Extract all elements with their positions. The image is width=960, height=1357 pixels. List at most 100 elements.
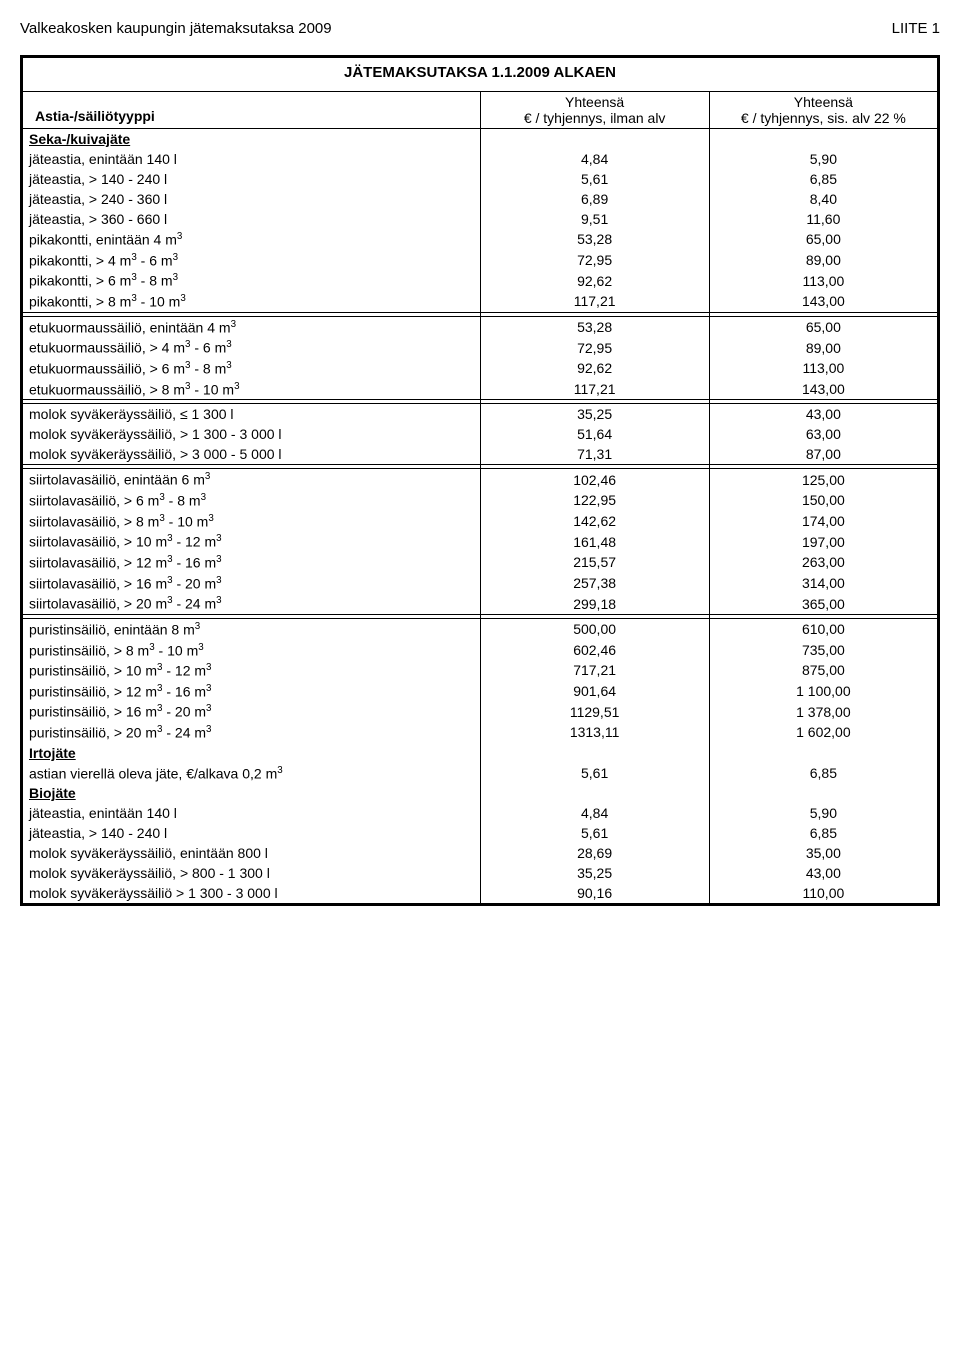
table-row: jäteastia, > 360 - 660 l9,5111,60 [22,209,939,229]
row-label: siirtolavasäiliö, > 8 m3 - 10 m3 [22,511,481,532]
fee-table: JÄTEMAKSUTAKSA 1.1.2009 ALKAEN Astia-/sä… [20,55,940,906]
table-row: molok syväkeräyssäiliö, > 800 - 1 300 l3… [22,863,939,883]
row-value-ex-vat: 4,84 [480,149,709,169]
row-value-ex-vat: 117,21 [480,291,709,312]
row-label: pikakontti, > 6 m3 - 8 m3 [22,270,481,291]
row-label: pikakontti, > 8 m3 - 10 m3 [22,291,481,312]
row-value-ex-vat: 142,62 [480,511,709,532]
row-label: siirtolavasäiliö, > 20 m3 - 24 m3 [22,593,481,614]
row-value-ex-vat: 122,95 [480,490,709,511]
row-value-inc-vat: 113,00 [709,358,938,379]
row-value-inc-vat: 174,00 [709,511,938,532]
table-row: jäteastia, > 140 - 240 l5,616,85 [22,169,939,189]
row-value-inc-vat: 5,90 [709,803,938,823]
row-value-inc-vat: 1 378,00 [709,701,938,722]
row-value-inc-vat: 110,00 [709,883,938,905]
table-row: puristinsäiliö, > 10 m3 - 12 m3717,21875… [22,660,939,681]
page-header-left: Valkeakosken kaupungin jätemaksutaksa 20… [20,20,332,37]
row-value-ex-vat: 28,69 [480,843,709,863]
row-value-inc-vat: 35,00 [709,843,938,863]
row-value-ex-vat: 53,28 [480,229,709,250]
table-row: molok syväkeräyssäiliö, enintään 800 l28… [22,843,939,863]
row-label: astian vierellä oleva jäte, €/alkava 0,2… [22,763,481,784]
row-value-inc-vat: 197,00 [709,531,938,552]
section-title: Seka-/kuivajäte [22,129,481,150]
table-row: siirtolavasäiliö, > 16 m3 - 20 m3257,383… [22,573,939,594]
table-row: puristinsäiliö, enintään 8 m3500,00610,0… [22,618,939,639]
row-value-ex-vat: 92,62 [480,358,709,379]
row-value-ex-vat: 9,51 [480,209,709,229]
table-row: etukuormaussäiliö, enintään 4 m353,2865,… [22,316,939,337]
row-label: puristinsäiliö, > 10 m3 - 12 m3 [22,660,481,681]
row-label: jäteastia, enintään 140 l [22,149,481,169]
row-label: molok syväkeräyssäiliö, > 800 - 1 300 l [22,863,481,883]
row-value-inc-vat: 314,00 [709,573,938,594]
row-value-inc-vat: 8,40 [709,189,938,209]
row-label: jäteastia, > 140 - 240 l [22,169,481,189]
row-value-inc-vat: 143,00 [709,379,938,400]
row-value-inc-vat: 125,00 [709,469,938,490]
row-label: molok syväkeräyssäiliö, ≤ 1 300 l [22,404,481,425]
section-header-row: Biojäte [22,783,939,803]
row-label: etukuormaussäiliö, > 4 m3 - 6 m3 [22,337,481,358]
row-label: pikakontti, > 4 m3 - 6 m3 [22,250,481,271]
row-label: molok syväkeräyssäiliö, > 1 300 - 3 000 … [22,424,481,444]
row-value-inc-vat: 89,00 [709,250,938,271]
row-value-ex-vat: 161,48 [480,531,709,552]
row-value-ex-vat: 5,61 [480,763,709,784]
row-value-inc-vat: 89,00 [709,337,938,358]
table-title: JÄTEMAKSUTAKSA 1.1.2009 ALKAEN [22,57,939,92]
row-value-ex-vat: 6,89 [480,189,709,209]
table-row: pikakontti, > 8 m3 - 10 m3117,21143,00 [22,291,939,312]
row-value-ex-vat: 215,57 [480,552,709,573]
row-value-ex-vat: 299,18 [480,593,709,614]
row-value-ex-vat: 257,38 [480,573,709,594]
row-value-ex-vat: 53,28 [480,316,709,337]
row-value-ex-vat: 602,46 [480,640,709,661]
row-label: etukuormaussäiliö, enintään 4 m3 [22,316,481,337]
table-row: siirtolavasäiliö, > 20 m3 - 24 m3299,183… [22,593,939,614]
row-value-ex-vat: 90,16 [480,883,709,905]
row-value-inc-vat: 6,85 [709,763,938,784]
row-value-inc-vat: 263,00 [709,552,938,573]
section-title: Irtojäte [22,743,481,763]
row-label: siirtolavasäiliö, > 6 m3 - 8 m3 [22,490,481,511]
col1-header: Astia-/säiliötyyppi [29,106,474,126]
table-row: pikakontti, > 6 m3 - 8 m392,62113,00 [22,270,939,291]
table-row: siirtolavasäiliö, > 6 m3 - 8 m3122,95150… [22,490,939,511]
row-label: molok syväkeräyssäiliö, enintään 800 l [22,843,481,863]
table-row: puristinsäiliö, > 8 m3 - 10 m3602,46735,… [22,640,939,661]
row-value-inc-vat: 875,00 [709,660,938,681]
row-value-ex-vat: 4,84 [480,803,709,823]
row-value-inc-vat: 65,00 [709,316,938,337]
row-value-inc-vat: 87,00 [709,444,938,465]
row-label: jäteastia, enintään 140 l [22,803,481,823]
row-value-ex-vat: 5,61 [480,169,709,189]
row-value-inc-vat: 113,00 [709,270,938,291]
table-row: puristinsäiliö, > 16 m3 - 20 m31129,511 … [22,701,939,722]
section-header-row: Seka-/kuivajäte [22,129,939,150]
row-value-inc-vat: 610,00 [709,618,938,639]
row-value-inc-vat: 365,00 [709,593,938,614]
row-value-inc-vat: 735,00 [709,640,938,661]
row-value-ex-vat: 117,21 [480,379,709,400]
row-value-ex-vat: 72,95 [480,337,709,358]
table-row: etukuormaussäiliö, > 4 m3 - 6 m372,9589,… [22,337,939,358]
row-value-ex-vat: 5,61 [480,823,709,843]
row-label: jäteastia, > 240 - 360 l [22,189,481,209]
row-label: puristinsäiliö, > 20 m3 - 24 m3 [22,722,481,743]
row-label: puristinsäiliö, > 16 m3 - 20 m3 [22,701,481,722]
row-value-inc-vat: 143,00 [709,291,938,312]
row-value-inc-vat: 6,85 [709,169,938,189]
page-header: Valkeakosken kaupungin jätemaksutaksa 20… [20,20,940,37]
row-label: jäteastia, > 140 - 240 l [22,823,481,843]
row-value-ex-vat: 51,64 [480,424,709,444]
table-row: jäteastia, enintään 140 l4,845,90 [22,803,939,823]
table-row: etukuormaussäiliö, > 6 m3 - 8 m392,62113… [22,358,939,379]
table-row: puristinsäiliö, > 20 m3 - 24 m31313,111 … [22,722,939,743]
row-value-ex-vat: 72,95 [480,250,709,271]
row-value-inc-vat: 1 100,00 [709,681,938,702]
table-row: molok syväkeräyssäiliö, > 3 000 - 5 000 … [22,444,939,465]
row-label: jäteastia, > 360 - 660 l [22,209,481,229]
row-label: molok syväkeräyssäiliö > 1 300 - 3 000 l [22,883,481,905]
